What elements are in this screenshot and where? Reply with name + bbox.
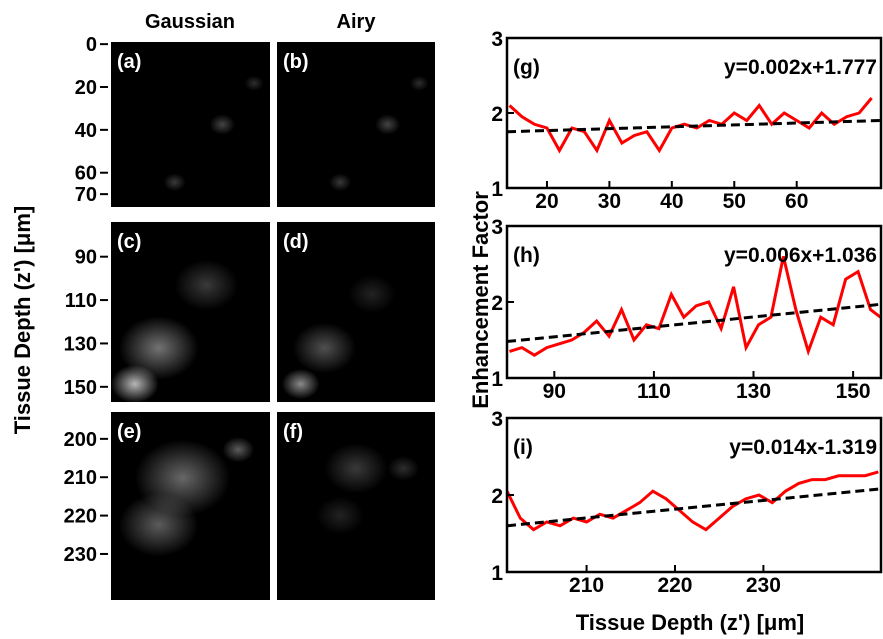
image-feature [118,316,199,380]
y-tick-label: 1 [491,368,503,391]
image-feature [174,259,239,311]
image-feature [292,322,356,374]
x-tick-label: 30 [598,190,621,213]
microscopy-image [111,42,270,207]
image-feature [163,173,186,192]
y-tick-label: 1 [491,562,503,585]
y-tick-label: 90 [75,247,97,269]
x-tick-label: 50 [723,190,746,213]
y-tick-label: 70 [75,184,97,206]
y-axis-label: Tissue Depth (z') [μm] [10,206,35,435]
x-tick-label: 130 [736,380,771,403]
y-tick-label: 40 [75,120,97,142]
y-tick-label: 20 [75,77,97,99]
x-axis-label: Tissue Depth (z') [μm] [576,610,805,635]
y-tick-label: 3 [491,28,503,51]
image-feature [374,114,401,135]
image-feature [348,275,396,313]
image-feature [222,436,255,463]
fit-equation: y=0.002x+1.777 [724,56,877,79]
data-line [508,97,873,154]
image-feature [281,368,320,400]
fit-line [507,119,881,134]
panel-label: (h) [513,244,540,267]
column-title: Gaussian [145,11,235,33]
y-tick-label: 220 [64,506,97,528]
y-tick-label: 2 [491,292,503,315]
x-tick-label: 150 [836,380,871,403]
y-tick-label: 60 [75,163,97,185]
x-tick-label: 90 [543,380,566,403]
fit-line [507,302,881,344]
x-tick-label: 40 [660,190,683,213]
y-tick-label: 150 [64,377,97,399]
fit-line [507,487,881,528]
y-tick-label: 230 [64,544,97,566]
x-tick-label: 60 [785,190,808,213]
image-feature [329,173,352,192]
y-tick-label: 130 [64,333,97,355]
panel-label: (g) [513,56,540,79]
microscopy-image [277,42,435,207]
data-line [507,470,879,532]
image-feature [324,443,388,494]
x-tick-label: 110 [637,380,671,403]
x-tick-label: 220 [657,574,692,597]
panel-label: (d) [283,231,309,253]
image-feature [118,493,199,557]
y-tick-label: 0 [86,34,97,56]
data-line [509,256,881,357]
y-tick-label: 200 [64,429,97,451]
y-tick-label: 2 [491,103,503,126]
panel-label: (c) [117,231,141,253]
panel-label: (e) [117,421,141,443]
x-tick-label: 210 [569,574,604,597]
fit-equation: y=0.006x+1.036 [724,244,877,267]
image-feature [111,364,159,404]
y-tick-label: 3 [491,408,503,431]
panel-label: (i) [513,436,533,459]
image-feature [387,455,420,482]
panel-label: (a) [117,51,141,73]
panel-label: (f) [283,421,303,443]
image-feature [409,75,429,91]
y-tick-label: 1 [491,178,503,201]
image-feature [244,75,264,91]
y-tick-label: 210 [64,467,97,489]
y-axis-label: Enhancement Factor [468,191,493,409]
fit-equation: y=0.014x-1.319 [729,436,877,459]
column-title: Airy [337,11,377,33]
image-feature [209,114,236,135]
panel-label: (b) [283,51,309,73]
y-tick-label: 2 [491,485,503,508]
x-tick-label: 230 [746,574,781,597]
y-tick-label: 110 [65,290,97,312]
image-feature [316,496,364,535]
x-tick-label: 20 [535,190,558,213]
y-tick-label: 3 [491,216,503,239]
